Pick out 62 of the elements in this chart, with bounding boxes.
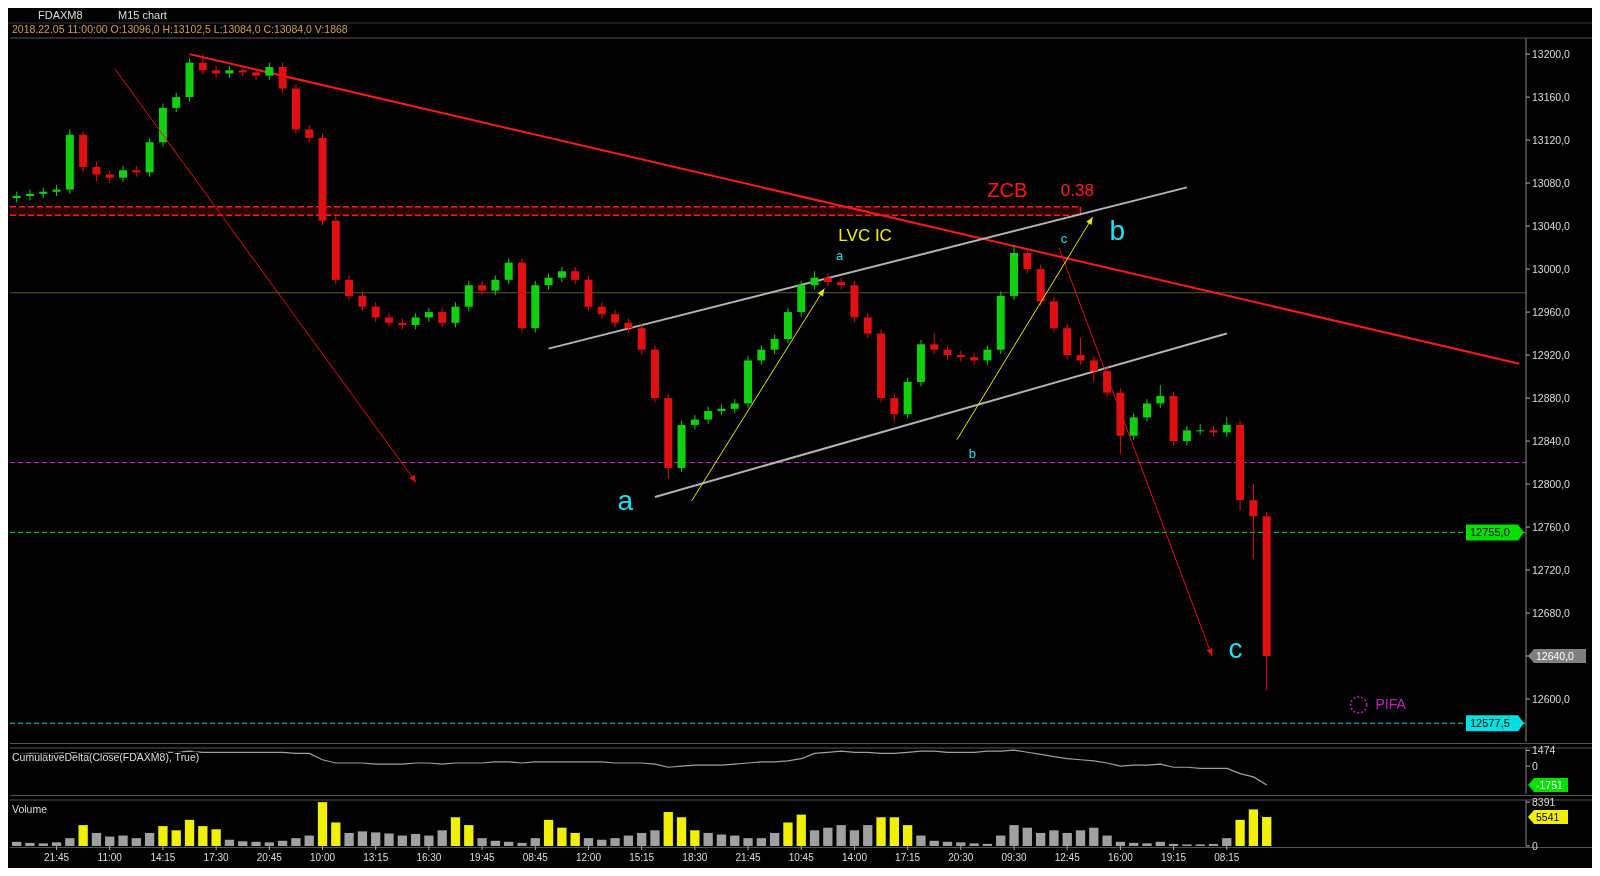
y-tick-label: 0 bbox=[1532, 840, 1538, 852]
x-tick-label: 20:45 bbox=[256, 852, 283, 863]
text: M15 chart bbox=[118, 9, 167, 21]
chart-subtitle: 2018.22.05 11:00:00 O:13096,0 H:13102,5 L:13084,0 C:13084,0 V:1868 bbox=[12, 23, 348, 35]
x-tick-label: 14:00 bbox=[841, 852, 868, 863]
ref-line-label: 12577,5 bbox=[1470, 717, 1510, 730]
text: 5541 bbox=[1536, 811, 1560, 824]
annotation: a bbox=[617, 485, 634, 517]
y-tick-label: 13160,0 bbox=[1532, 91, 1571, 104]
annotation: LVC IC bbox=[838, 226, 892, 246]
x-tick-label: 17:30 bbox=[203, 852, 230, 863]
x-tick-label: 21:45 bbox=[735, 852, 761, 863]
x-tick-label: 10:45 bbox=[788, 852, 815, 863]
chart-title: FDAXM8 bbox=[38, 9, 83, 21]
x-tick-label: 19:45 bbox=[469, 852, 496, 863]
x-tick-label: 11:00 bbox=[97, 852, 123, 863]
x-tick-label: 18:30 bbox=[682, 852, 708, 863]
annotation: c bbox=[1228, 633, 1243, 665]
chart-title: CumulativeDelta(Close(FDAXM8), True) bbox=[12, 751, 200, 763]
annotation: 0.38 bbox=[1060, 181, 1094, 201]
y-tick-label: 12840,0 bbox=[1532, 435, 1571, 448]
y-tick-label: 12600,0 bbox=[1532, 693, 1571, 706]
ref-line-label: 12755,0 bbox=[1470, 526, 1510, 539]
chart-title: Volume bbox=[12, 803, 48, 815]
y-tick-label: 13080,0 bbox=[1532, 177, 1571, 190]
y-tick-label: 12720,0 bbox=[1532, 564, 1571, 577]
y-tick-label: 13200,0 bbox=[1532, 48, 1571, 61]
y-tick-label: 12960,0 bbox=[1532, 306, 1571, 319]
y-tick-label: 12680,0 bbox=[1532, 607, 1571, 620]
x-tick-label: 15:15 bbox=[629, 852, 655, 863]
y-tick-label: 13040,0 bbox=[1532, 220, 1571, 233]
annotation: b bbox=[1109, 214, 1125, 246]
text: 12640,0 bbox=[1536, 650, 1575, 663]
x-tick-label: 17:15 bbox=[895, 852, 921, 863]
x-tick-label: 16:00 bbox=[1107, 852, 1134, 863]
annotation: c bbox=[1060, 231, 1068, 247]
band-label: ZCB bbox=[987, 178, 1028, 201]
x-tick-label: 20:30 bbox=[948, 852, 974, 863]
x-tick-label: 19:15 bbox=[1161, 852, 1187, 863]
x-tick-label: 12:00 bbox=[575, 852, 602, 863]
x-tick-label: 08:45 bbox=[522, 852, 549, 863]
x-tick-label: 21:45 bbox=[44, 852, 70, 863]
x-tick-label: 10:00 bbox=[309, 852, 336, 863]
x-tick-label: 13:15 bbox=[363, 852, 389, 863]
y-tick-label: 13000,0 bbox=[1532, 263, 1571, 276]
annotation: a bbox=[836, 248, 845, 264]
x-tick-label: 16:30 bbox=[416, 852, 442, 863]
y-tick-label: 0 bbox=[1532, 760, 1538, 773]
y-tick-label: 12920,0 bbox=[1532, 349, 1571, 362]
y-tick-label: 13120,0 bbox=[1532, 134, 1571, 147]
y-tick-label: 8391 bbox=[1532, 796, 1556, 809]
x-tick-label: 12:45 bbox=[1054, 852, 1081, 863]
annotation: PIFA bbox=[1375, 695, 1407, 712]
y-tick-label: 12880,0 bbox=[1532, 392, 1571, 405]
y-tick-label: 12800,0 bbox=[1532, 478, 1571, 491]
y-tick-label: 12760,0 bbox=[1532, 521, 1571, 534]
x-tick-label: 14:15 bbox=[150, 852, 176, 863]
text: -1751 bbox=[1536, 778, 1564, 791]
x-tick-label: 08:15 bbox=[1214, 852, 1240, 863]
x-tick-label: 09:30 bbox=[1001, 852, 1027, 863]
annotation: b bbox=[968, 446, 976, 462]
y-tick-label: 1474 bbox=[1532, 744, 1556, 757]
